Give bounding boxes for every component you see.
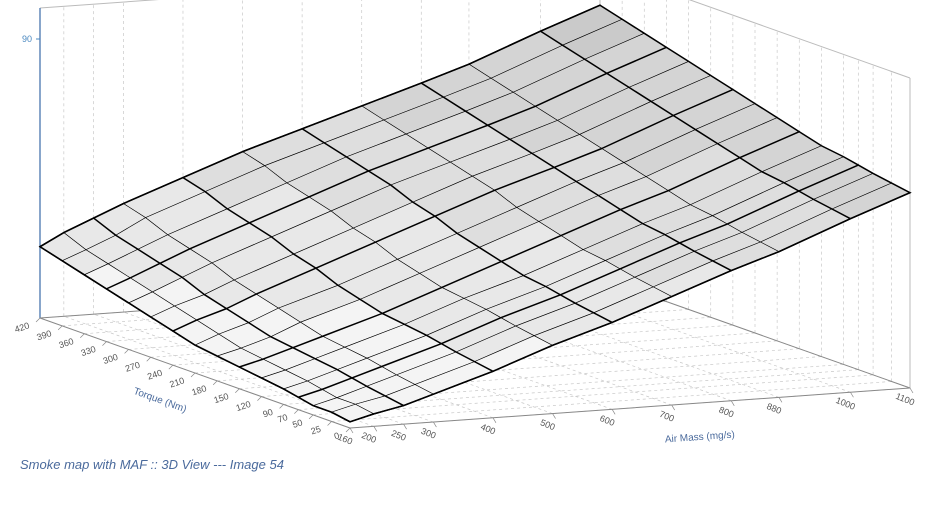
x-tick-label: 800 — [718, 405, 736, 420]
x-tick-label: 200 — [360, 430, 378, 445]
x-tick-label: 400 — [479, 422, 497, 437]
surface-mesh — [40, 5, 910, 422]
y-tick-label: 360 — [58, 336, 75, 350]
y-tick-label: 270 — [124, 360, 141, 374]
z-tick-label: 90 — [22, 34, 32, 44]
x-tick-label: 250 — [390, 428, 408, 443]
y-axis-label: Torque (Nm) — [132, 386, 188, 415]
y-tick-label: 50 — [291, 417, 304, 430]
x-tick-label: 300 — [420, 426, 438, 441]
surface3d-plot: 1602002503004005006007008008801000110002… — [0, 0, 939, 480]
y-tick-label: 240 — [146, 368, 163, 382]
y-tick-label: 70 — [276, 412, 289, 425]
y-tick-label: 330 — [80, 344, 97, 358]
x-tick-label: 1000 — [834, 395, 856, 412]
x-tick-label: 700 — [658, 409, 676, 424]
y-tick-label: 390 — [35, 328, 52, 342]
x-tick-label: 880 — [765, 401, 783, 416]
y-tick-label: 120 — [235, 399, 252, 413]
x-tick-label: 1100 — [894, 391, 916, 408]
x-axis-label: Air Mass (mg/s) — [665, 430, 736, 446]
y-tick-label: 25 — [310, 424, 323, 437]
y-tick-label: 420 — [13, 320, 30, 334]
x-tick-label: 600 — [598, 413, 616, 428]
x-tick-label: 500 — [539, 417, 557, 432]
y-tick-label: 180 — [190, 383, 207, 397]
y-tick-label: 90 — [262, 407, 275, 420]
surface-plot-container: 1602002503004005006007008008801000110002… — [0, 0, 939, 480]
y-tick-label: 300 — [102, 352, 119, 366]
chart-caption: Smoke map with MAF :: 3D View --- Image … — [20, 457, 284, 472]
y-tick-label: 210 — [168, 375, 185, 389]
y-tick-label: 150 — [213, 391, 230, 405]
